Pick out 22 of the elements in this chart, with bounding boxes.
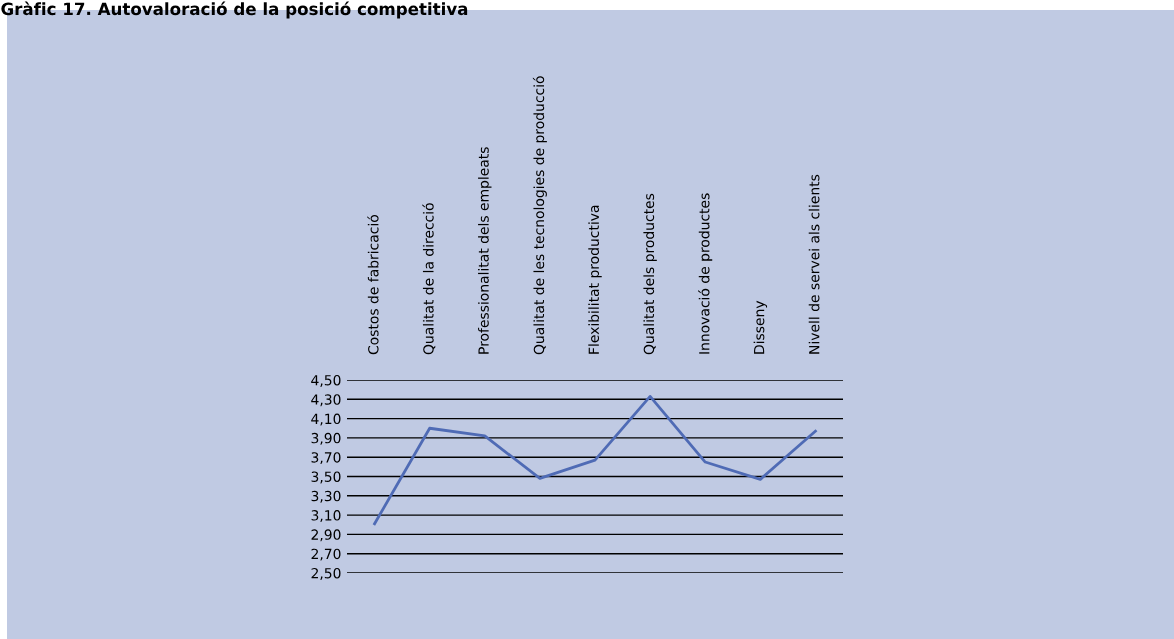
x-tick-label: Innovació de productes [698,193,713,354]
line-series [373,395,817,526]
y-tick-label: 3,10 [311,510,341,522]
x-tick-label: Qualitat dels productes [643,193,657,355]
x-tick-label: Flexibilitat productiva [588,205,602,354]
y-tick-label: 4,10 [311,413,341,426]
y-tick-label: 2,70 [311,548,341,561]
x-tick-label: Qualitat de la direcció [422,203,436,355]
y-tick-label: 3,70 [311,452,341,465]
y-tick-label: 3,90 [311,432,341,445]
y-tick-label: 4,50 [311,374,341,387]
x-tick-label: Disseny [753,300,768,354]
y-tick-label: 3,50 [311,471,341,484]
x-tick-label: Professionalitat dels empleats [478,147,492,354]
x-tick-label: Nivell de servei als clients [808,174,820,354]
x-tick-label: Costos de fabricació [367,215,379,355]
y-tick-label: 2,50 [311,567,341,580]
chart-title: Gràfic 17. Autovaloració de la posició competitiva [1,1,468,19]
y-tick-label: 4,30 [311,394,341,407]
y-tick-label: 2,90 [311,529,341,542]
x-tick-label: Qualitat de les tecnologies de producció [532,76,547,355]
y-tick-label: 3,30 [311,490,341,503]
